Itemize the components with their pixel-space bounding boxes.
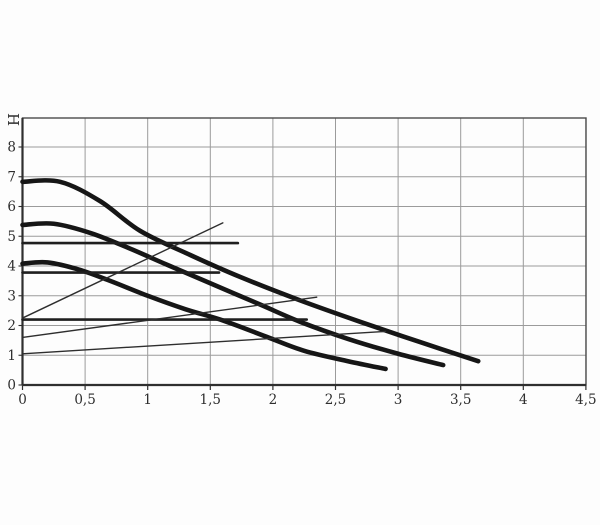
y-tick-label: 7 bbox=[7, 169, 16, 185]
rising-line-2 bbox=[21, 296, 318, 339]
rising-line-3 bbox=[21, 330, 387, 355]
x-tick-label: 3 bbox=[394, 392, 403, 408]
y-tick-label: 5 bbox=[7, 229, 16, 245]
plot-border bbox=[21, 117, 587, 386]
x-tick-label: 4,5 bbox=[575, 392, 596, 408]
y-tick-label: 0 bbox=[7, 378, 16, 394]
head-curve-speed-3 bbox=[20, 178, 481, 364]
x-tick-label: 2 bbox=[269, 392, 278, 408]
head-curve-speed-1 bbox=[20, 259, 388, 372]
x-tick-label: 0 bbox=[18, 392, 27, 408]
x-tick-label: 3,5 bbox=[450, 392, 471, 408]
x-tick-label: 0,5 bbox=[74, 392, 95, 408]
y-tick-label: 8 bbox=[7, 140, 16, 156]
y-tick-label: 6 bbox=[7, 199, 16, 215]
x-tick-label: 1,5 bbox=[200, 392, 221, 408]
x-tick-label: 2,5 bbox=[325, 392, 346, 408]
y-tick-label: 3 bbox=[7, 288, 16, 304]
y-tick-label: 2 bbox=[7, 318, 16, 334]
rising-line-1 bbox=[21, 222, 224, 319]
x-tick-label: 4 bbox=[519, 392, 528, 408]
y-tick-label: 1 bbox=[7, 348, 16, 364]
head-curve-speed-2 bbox=[20, 221, 446, 368]
y-tick-label: 4 bbox=[7, 259, 16, 275]
x-tick-label: 1 bbox=[143, 392, 152, 408]
